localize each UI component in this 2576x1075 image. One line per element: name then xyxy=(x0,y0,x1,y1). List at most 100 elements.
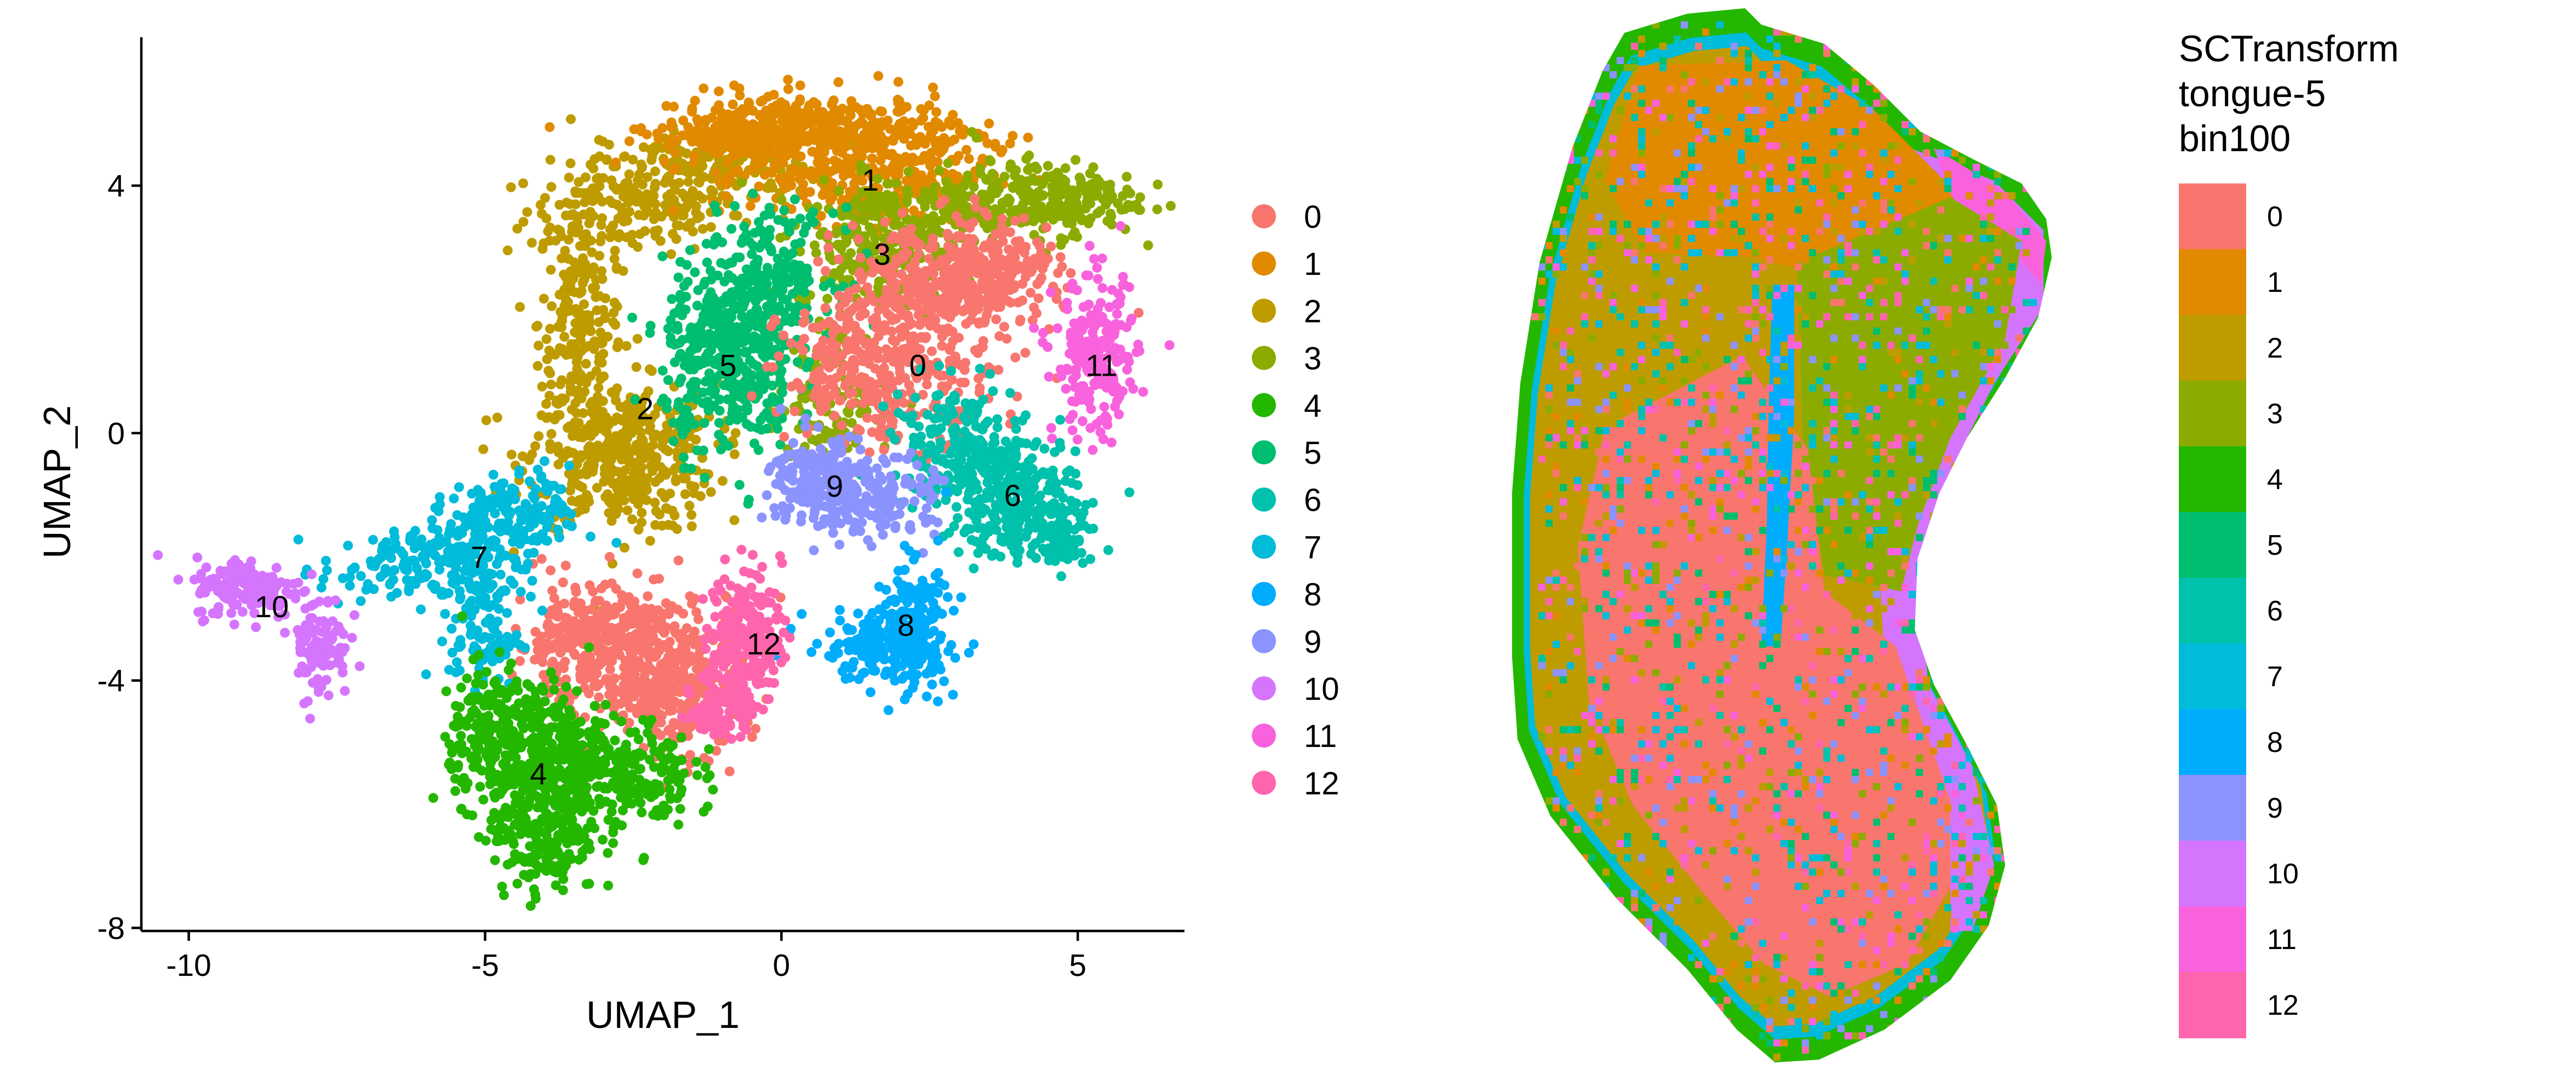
umap-point xyxy=(642,172,652,182)
umap-point xyxy=(975,383,985,393)
umap-point xyxy=(860,202,870,212)
umap-point xyxy=(645,328,655,338)
umap-point xyxy=(623,197,633,208)
umap-point xyxy=(717,237,728,248)
umap-point xyxy=(770,150,781,160)
umap-point xyxy=(545,368,556,378)
umap-point xyxy=(588,196,598,206)
umap-point xyxy=(624,458,634,468)
umap-point xyxy=(767,268,777,279)
umap-point xyxy=(1005,163,1016,173)
umap-point xyxy=(661,598,671,608)
umap-point xyxy=(722,173,732,183)
umap-point xyxy=(1071,155,1081,165)
umap-point xyxy=(707,341,717,351)
umap-point xyxy=(838,116,849,126)
umap-point xyxy=(683,177,694,187)
umap-point xyxy=(1134,346,1144,356)
umap-point xyxy=(546,380,556,390)
umap-point xyxy=(1166,201,1176,211)
umap-point xyxy=(593,173,604,183)
umap-point xyxy=(581,377,592,388)
umap-point xyxy=(1060,163,1071,174)
umap-point xyxy=(620,179,631,189)
umap-point xyxy=(795,214,805,224)
umap-point xyxy=(612,301,622,312)
umap-point xyxy=(543,629,554,639)
umap-point xyxy=(692,114,702,124)
umap-point xyxy=(991,229,1000,239)
umap-point xyxy=(1092,262,1102,273)
umap-point xyxy=(666,117,677,128)
umap-point xyxy=(907,152,918,163)
umap-point xyxy=(711,134,722,145)
umap-point xyxy=(937,341,947,351)
umap-point xyxy=(1062,304,1073,314)
umap-point xyxy=(717,355,728,365)
umap-point xyxy=(574,177,584,187)
umap-point xyxy=(795,246,805,257)
umap-point xyxy=(1084,240,1095,251)
umap-point xyxy=(709,376,720,387)
umap-point xyxy=(932,300,943,311)
umap-point xyxy=(888,335,898,346)
umap-point xyxy=(638,142,649,152)
umap-point xyxy=(849,122,860,133)
umap-point xyxy=(668,465,679,476)
umap-point xyxy=(769,160,780,171)
umap-point xyxy=(699,83,709,94)
umap-point xyxy=(815,433,825,444)
umap-point xyxy=(716,113,726,124)
umap-point xyxy=(949,170,959,180)
umap-point xyxy=(612,500,622,510)
umap-point xyxy=(595,634,605,645)
umap-point xyxy=(823,243,834,253)
umap-point xyxy=(828,208,838,219)
umap-point xyxy=(816,389,826,399)
cluster-3-points xyxy=(846,133,1078,251)
umap-point xyxy=(1017,295,1028,306)
umap-point xyxy=(843,376,853,387)
umap-point xyxy=(645,663,655,674)
umap-point xyxy=(609,416,620,426)
umap-point xyxy=(792,137,802,147)
umap-point xyxy=(866,111,876,121)
umap-point xyxy=(819,147,829,157)
umap-point xyxy=(727,298,737,308)
umap-point xyxy=(1085,423,1096,433)
umap-point xyxy=(790,239,800,250)
umap-point xyxy=(951,199,961,209)
umap-point xyxy=(1105,209,1115,219)
umap-point xyxy=(665,488,676,499)
umap-point xyxy=(880,217,890,227)
umap-point xyxy=(542,354,552,365)
umap-point xyxy=(747,391,757,401)
umap-point xyxy=(938,144,949,154)
umap-point xyxy=(1078,416,1087,426)
umap-point xyxy=(776,194,787,205)
umap-point xyxy=(822,294,833,304)
umap-point xyxy=(1064,414,1075,424)
umap-point xyxy=(714,148,724,158)
umap-point xyxy=(557,253,567,263)
umap-point xyxy=(572,308,582,319)
umap-point xyxy=(665,137,675,147)
umap-point xyxy=(518,178,528,188)
umap-point xyxy=(694,328,705,338)
umap-point xyxy=(566,227,577,237)
umap-point xyxy=(999,321,1009,332)
umap-point xyxy=(726,223,737,234)
umap-point xyxy=(900,373,911,383)
umap-point xyxy=(1143,240,1153,250)
umap-point xyxy=(987,169,998,179)
umap-point xyxy=(793,269,803,280)
umap-point xyxy=(881,150,891,160)
umap-point xyxy=(568,468,578,479)
umap-point xyxy=(1045,287,1056,297)
umap-point xyxy=(1101,326,1112,337)
umap-point xyxy=(857,380,867,390)
umap-point xyxy=(1011,237,1021,247)
umap-point xyxy=(837,420,847,430)
umap-point xyxy=(697,453,707,463)
umap-point xyxy=(559,301,570,311)
